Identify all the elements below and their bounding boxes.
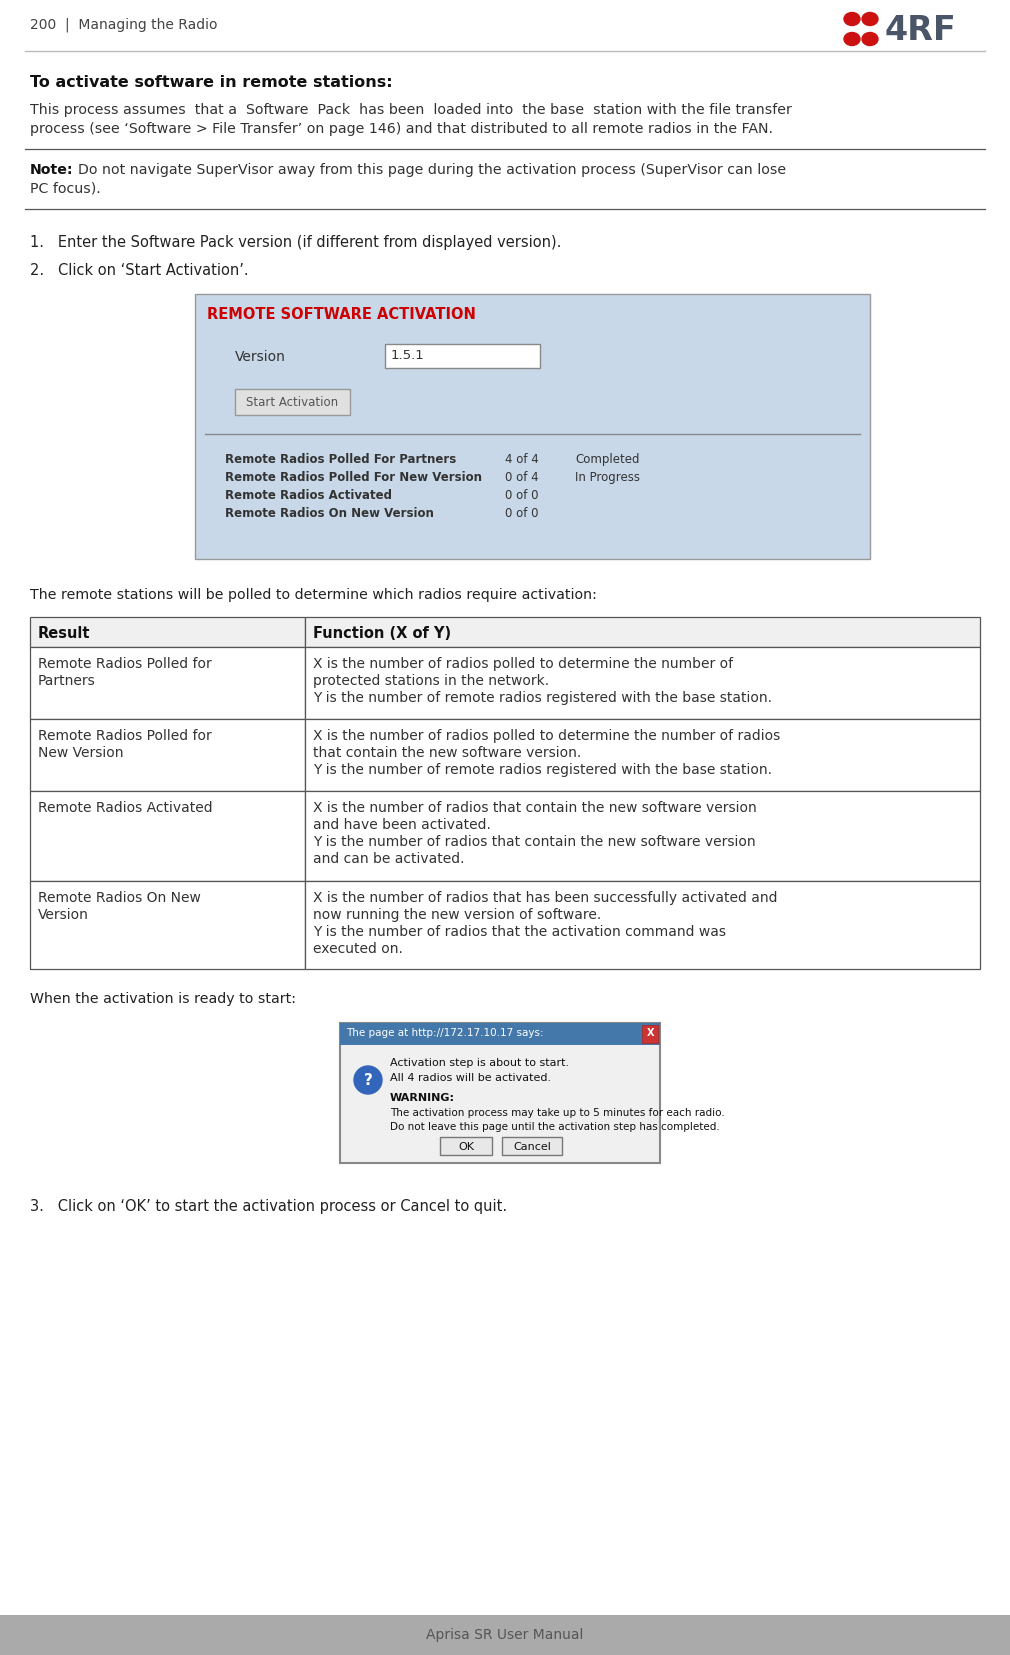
- Text: Version: Version: [38, 907, 89, 922]
- Bar: [305, 791, 980, 882]
- Text: 4 of 4: 4 of 4: [505, 453, 538, 465]
- Text: and have been activated.: and have been activated.: [313, 818, 491, 831]
- Text: Remote Radios Activated: Remote Radios Activated: [38, 801, 213, 814]
- Text: Note:: Note:: [30, 162, 74, 177]
- Text: Do not leave this page until the activation step has completed.: Do not leave this page until the activat…: [390, 1122, 720, 1132]
- Text: Cancel: Cancel: [513, 1142, 550, 1152]
- Bar: [30, 882, 305, 970]
- Text: and can be activated.: and can be activated.: [313, 851, 465, 866]
- Text: The activation process may take up to 5 minutes for each radio.: The activation process may take up to 5 …: [390, 1107, 725, 1117]
- Bar: [30, 720, 305, 791]
- Text: Remote Radios Activated: Remote Radios Activated: [225, 488, 392, 501]
- Text: This process assumes  that a  Software  Pack  has been  loaded into  the base  s: This process assumes that a Software Pac…: [30, 103, 792, 118]
- Text: executed on.: executed on.: [313, 942, 403, 955]
- Text: REMOTE SOFTWARE ACTIVATION: REMOTE SOFTWARE ACTIVATION: [207, 306, 476, 321]
- Text: Result: Result: [38, 626, 91, 640]
- Text: The remote stations will be polled to determine which radios require activation:: The remote stations will be polled to de…: [30, 588, 597, 602]
- Bar: [195, 295, 870, 559]
- Text: Y is the number of radios that contain the new software version: Y is the number of radios that contain t…: [313, 834, 755, 849]
- Bar: [305, 617, 980, 647]
- Bar: [340, 1023, 660, 1163]
- Text: 0 of 0: 0 of 0: [505, 488, 538, 501]
- Bar: [440, 1137, 492, 1155]
- Text: New Version: New Version: [38, 745, 123, 760]
- Ellipse shape: [862, 13, 878, 26]
- Text: When the activation is ready to start:: When the activation is ready to start:: [30, 991, 296, 1005]
- Text: X is the number of radios that has been successfully activated and: X is the number of radios that has been …: [313, 890, 778, 904]
- Text: X is the number of radios polled to determine the number of radios: X is the number of radios polled to dete…: [313, 728, 781, 743]
- Bar: [502, 1137, 562, 1155]
- Bar: [30, 791, 305, 882]
- Text: ?: ?: [364, 1072, 373, 1087]
- Text: Remote Radios On New Version: Remote Radios On New Version: [225, 506, 434, 520]
- Text: 3.   Click on ‘OK’ to start the activation process or Cancel to quit.: 3. Click on ‘OK’ to start the activation…: [30, 1198, 507, 1213]
- Text: PC focus).: PC focus).: [30, 182, 101, 195]
- Bar: [305, 882, 980, 970]
- Text: Y is the number of remote radios registered with the base station.: Y is the number of remote radios registe…: [313, 690, 772, 705]
- Bar: [385, 344, 540, 369]
- Ellipse shape: [844, 33, 860, 46]
- Bar: [305, 647, 980, 720]
- Text: Do not navigate SuperVisor away from this page during the activation process (Su: Do not navigate SuperVisor away from thi…: [78, 162, 786, 177]
- Text: Function (X of Y): Function (X of Y): [313, 626, 451, 640]
- Text: 1.5.1: 1.5.1: [391, 349, 425, 362]
- Text: Remote Radios Polled for: Remote Radios Polled for: [38, 657, 212, 670]
- Text: All 4 radios will be activated.: All 4 radios will be activated.: [390, 1072, 551, 1082]
- Text: Completed: Completed: [575, 453, 639, 465]
- Ellipse shape: [862, 33, 878, 46]
- Text: X is the number of radios polled to determine the number of: X is the number of radios polled to dete…: [313, 657, 733, 670]
- Text: protected stations in the network.: protected stations in the network.: [313, 674, 549, 687]
- Text: Y is the number of radios that the activation command was: Y is the number of radios that the activ…: [313, 925, 726, 938]
- Text: Y is the number of remote radios registered with the base station.: Y is the number of remote radios registe…: [313, 763, 772, 776]
- Text: that contain the new software version.: that contain the new software version.: [313, 745, 581, 760]
- Text: WARNING:: WARNING:: [390, 1092, 454, 1102]
- Circle shape: [354, 1066, 382, 1094]
- Text: 1.   Enter the Software Pack version (if different from displayed version).: 1. Enter the Software Pack version (if d…: [30, 235, 562, 250]
- Text: Remote Radios Polled For New Version: Remote Radios Polled For New Version: [225, 470, 482, 483]
- Text: X: X: [647, 1028, 654, 1038]
- Text: Version: Version: [235, 349, 286, 364]
- Text: 2.   Click on ‘Start Activation’.: 2. Click on ‘Start Activation’.: [30, 263, 248, 278]
- Text: Remote Radios Polled for: Remote Radios Polled for: [38, 728, 212, 743]
- Bar: [305, 720, 980, 791]
- Bar: [235, 391, 350, 415]
- Text: Start Activation: Start Activation: [246, 396, 338, 409]
- Text: In Progress: In Progress: [575, 470, 640, 483]
- Ellipse shape: [844, 13, 860, 26]
- Text: now running the new version of software.: now running the new version of software.: [313, 907, 601, 922]
- Text: OK: OK: [458, 1142, 474, 1152]
- Text: 0 of 0: 0 of 0: [505, 506, 538, 520]
- Text: To activate software in remote stations:: To activate software in remote stations:: [30, 74, 393, 89]
- Text: Remote Radios On New: Remote Radios On New: [38, 890, 201, 904]
- Text: Remote Radios Polled For Partners: Remote Radios Polled For Partners: [225, 453, 457, 465]
- Text: X is the number of radios that contain the new software version: X is the number of radios that contain t…: [313, 801, 756, 814]
- Bar: [30, 647, 305, 720]
- Bar: [0, 1615, 1010, 1655]
- Text: 200  |  Managing the Radio: 200 | Managing the Radio: [30, 18, 217, 33]
- Text: 4RF: 4RF: [885, 13, 956, 46]
- Text: process (see ‘Software > File Transfer’ on page 146) and that distributed to all: process (see ‘Software > File Transfer’ …: [30, 122, 773, 136]
- Bar: [30, 617, 305, 647]
- Text: The page at http://172.17.10.17 says:: The page at http://172.17.10.17 says:: [346, 1028, 543, 1038]
- Text: Activation step is about to start.: Activation step is about to start.: [390, 1058, 569, 1067]
- Text: Aprisa SR User Manual: Aprisa SR User Manual: [426, 1627, 584, 1642]
- Text: Partners: Partners: [38, 674, 96, 687]
- Bar: [340, 1023, 660, 1046]
- Bar: [642, 1026, 658, 1043]
- Text: 0 of 4: 0 of 4: [505, 470, 538, 483]
